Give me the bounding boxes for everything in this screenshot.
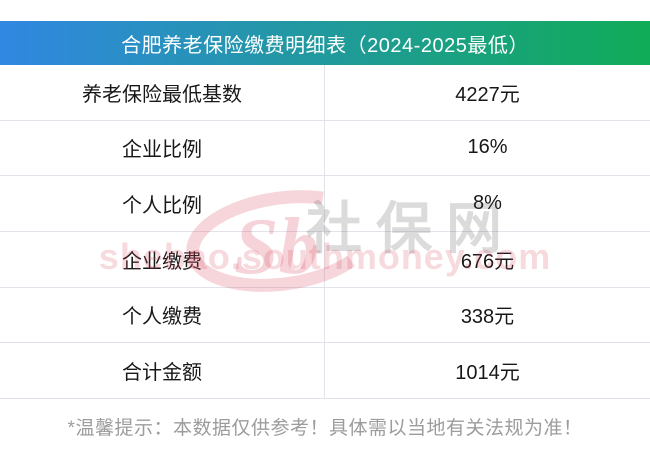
- row-value: 676元: [460, 250, 515, 273]
- table-row: 企业比例 16%: [0, 120, 650, 177]
- table-title-bar: 合肥养老保险缴费明细表（2024-2025最低）: [0, 21, 650, 65]
- table-row: 个人比例 8%: [0, 176, 650, 232]
- row-label: 企业比例: [0, 120, 325, 176]
- row-label: 个人缴费: [0, 287, 325, 343]
- table-row: 个人缴费 338元: [0, 287, 650, 344]
- row-value: 8%: [473, 192, 502, 215]
- row-label: 养老保险最低基数: [0, 65, 325, 120]
- table-row: 合计金额 1014元: [0, 343, 650, 399]
- row-label: 企业缴费: [0, 232, 325, 287]
- row-value: 4227元: [455, 83, 520, 106]
- row-value: 338元: [460, 306, 515, 329]
- row-label: 个人比例: [0, 176, 325, 231]
- row-label: 合计金额: [0, 343, 325, 398]
- page-title: 合肥养老保险缴费明细表（2024-2025最低）: [121, 34, 529, 57]
- disclaimer-note: *温馨提示：本数据仅供参考！具体需以当地有关法规为准！: [67, 418, 583, 439]
- row-value: 16%: [467, 136, 508, 159]
- pension-data-table: 养老保险最低基数 4227元 企业比例 16% 个人比例 8% 企业缴费 676…: [0, 65, 650, 399]
- table-row: 企业缴费 676元: [0, 232, 650, 288]
- table-row: 养老保险最低基数 4227元: [0, 65, 650, 121]
- row-value: 1014元: [455, 362, 520, 385]
